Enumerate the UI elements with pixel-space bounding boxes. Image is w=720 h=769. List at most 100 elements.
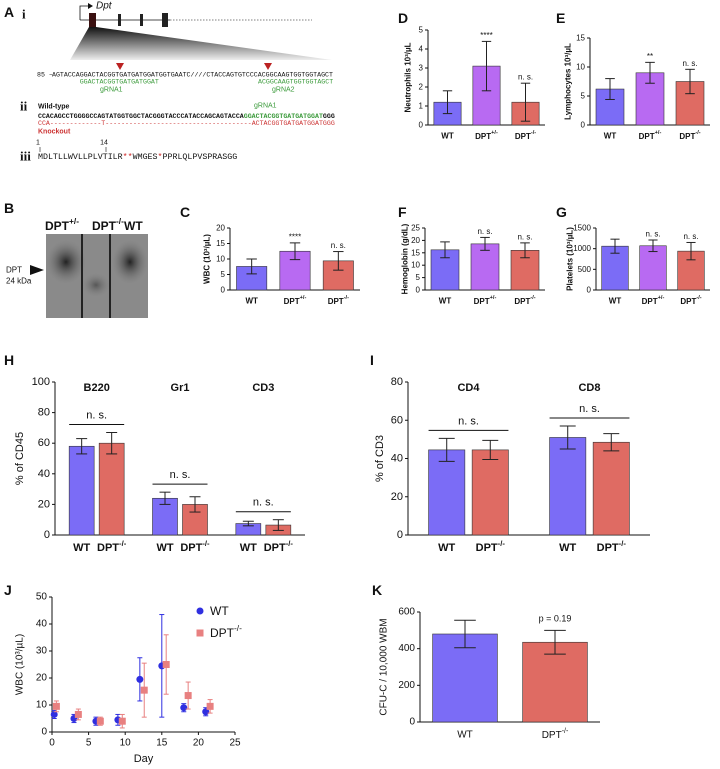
- zoom-wedge: [70, 27, 332, 60]
- group-label: CD8: [578, 382, 600, 394]
- label-part: +/-: [655, 130, 662, 136]
- grna-sequence: ACGGCAAGTGGTGGTAGCT: [258, 79, 333, 86]
- band-size: 24 kDa: [6, 277, 32, 286]
- y-axis-label: WBC (10³/µL): [203, 234, 212, 284]
- point: [180, 704, 188, 712]
- label-part: -/-: [119, 539, 127, 548]
- label-part: -/-: [234, 623, 242, 633]
- x-tick-label: 5: [86, 738, 92, 749]
- y-tick-label: 0: [416, 286, 421, 295]
- x-tick-label: DPT+/-: [474, 295, 497, 306]
- label-part: DPT: [476, 542, 498, 554]
- x-tick-label: DPT-/-: [597, 539, 627, 554]
- panel-label: G: [556, 204, 567, 220]
- x-tick-label: DPT-/-: [542, 728, 569, 741]
- label-part: +/-: [300, 295, 307, 301]
- label-part: DPT: [284, 297, 300, 306]
- group-label: Gr1: [171, 382, 190, 394]
- panel-label: D: [398, 10, 408, 26]
- seq-part: CCA-------------T-----------------------…: [38, 120, 252, 127]
- x-tick-label: WT: [559, 542, 576, 554]
- lane-label: DPT+/-: [45, 216, 79, 233]
- exon: [162, 13, 168, 27]
- seq-part: PPRLQLPVSPRASGG: [163, 153, 238, 162]
- bar: [592, 441, 630, 536]
- chart-panel: K CFU-C / 10,000 WBM 0 200 400 600 WT DPT-/- p =…: [372, 582, 600, 741]
- y-axis-label: Platelets (10³/µL): [566, 227, 575, 291]
- y-tick-label: 2: [419, 83, 424, 92]
- label-part: DPT: [475, 132, 491, 141]
- y-tick-label: 20: [391, 491, 403, 503]
- x-tick-label: WT: [438, 542, 455, 554]
- y-tick-label: 50: [36, 592, 48, 603]
- group-label: CD4: [457, 382, 480, 394]
- significance: n. s.: [331, 241, 346, 250]
- sequence-start: 85 –: [37, 72, 53, 79]
- y-axis-label: WBC (10³/µL): [15, 634, 26, 695]
- point: [184, 692, 192, 700]
- bar: [549, 437, 587, 536]
- seq-part: MDLTLLWVLLPLVTILR: [38, 153, 123, 162]
- bar: [68, 445, 95, 536]
- label-part: +/-: [658, 295, 665, 301]
- label-part: DPT: [210, 626, 235, 640]
- point: [206, 702, 214, 710]
- x-tick-label: DPT-/-: [680, 295, 701, 306]
- grna-name: gRNA2: [272, 87, 295, 94]
- x-tick-label: DPT-/-: [180, 539, 210, 554]
- y-tick-label: 0: [397, 529, 403, 541]
- y-tick-label: 0: [221, 286, 226, 295]
- y-tick-label: 1500: [573, 224, 591, 233]
- point: [52, 702, 60, 710]
- seq-part: GGACTACGGTGATGATGGAT: [244, 113, 323, 120]
- x-tick-label: WT: [439, 297, 452, 306]
- significance: n. s.: [518, 73, 533, 82]
- x-tick-label: DPT-/-: [328, 295, 349, 306]
- y-tick-label: 1000: [573, 244, 591, 253]
- x-tick-label: 25: [229, 738, 241, 749]
- x-tick-label: 10: [120, 738, 132, 749]
- grna-name: gRNA1: [254, 103, 277, 110]
- grna-sequence: GGACTACGGTGATGATGGAT: [80, 79, 159, 86]
- cut-site: [264, 63, 272, 70]
- seq-part: CCACAGCCTGGGGCCAGTATGGTGGCTACGGGTACCCATA…: [38, 113, 244, 120]
- x-tick-label: WT: [441, 132, 454, 141]
- y-tick-label: 10: [576, 63, 585, 72]
- gene-name: Dpt: [96, 1, 113, 12]
- y-axis-label: Lymphocytes 10³/µL: [564, 43, 573, 120]
- label-part: DPT: [542, 730, 562, 741]
- y-tick-label: 0: [41, 727, 47, 738]
- significance: n. s.: [579, 403, 600, 415]
- panel-label: I: [370, 352, 374, 368]
- label-part: DPT: [639, 132, 655, 141]
- y-tick-label: 1: [419, 102, 424, 111]
- lane-label: DPT-/-: [92, 216, 124, 233]
- significance: n. s.: [253, 497, 274, 509]
- x-tick-label: WT: [245, 297, 258, 306]
- point: [74, 710, 82, 718]
- y-tick-label: 5: [221, 270, 226, 279]
- band-label: DPT: [6, 266, 22, 275]
- group-label: B220: [84, 382, 110, 394]
- bar: [522, 641, 588, 723]
- residue-tick: 1: [36, 140, 40, 147]
- x-tick-label: WT: [156, 542, 173, 554]
- residue-tick: 14: [100, 140, 108, 147]
- x-tick-label: DPT-/-: [264, 539, 294, 554]
- stop: *: [158, 152, 163, 162]
- part-label: ii: [20, 99, 28, 114]
- group-label: CD3: [252, 382, 274, 394]
- y-tick-label: 15: [411, 248, 420, 257]
- y-axis-label: % of CD3: [374, 435, 386, 482]
- arrow-head: [88, 3, 93, 9]
- label-part: DPT: [180, 542, 202, 554]
- y-axis-label: % of CD45: [14, 432, 26, 485]
- label-part: DPT: [45, 219, 70, 233]
- y-tick-label: 0: [44, 529, 50, 541]
- significance: ****: [480, 31, 492, 40]
- y-tick-label: 0: [587, 286, 592, 295]
- annotation: p = 0.19: [539, 613, 572, 623]
